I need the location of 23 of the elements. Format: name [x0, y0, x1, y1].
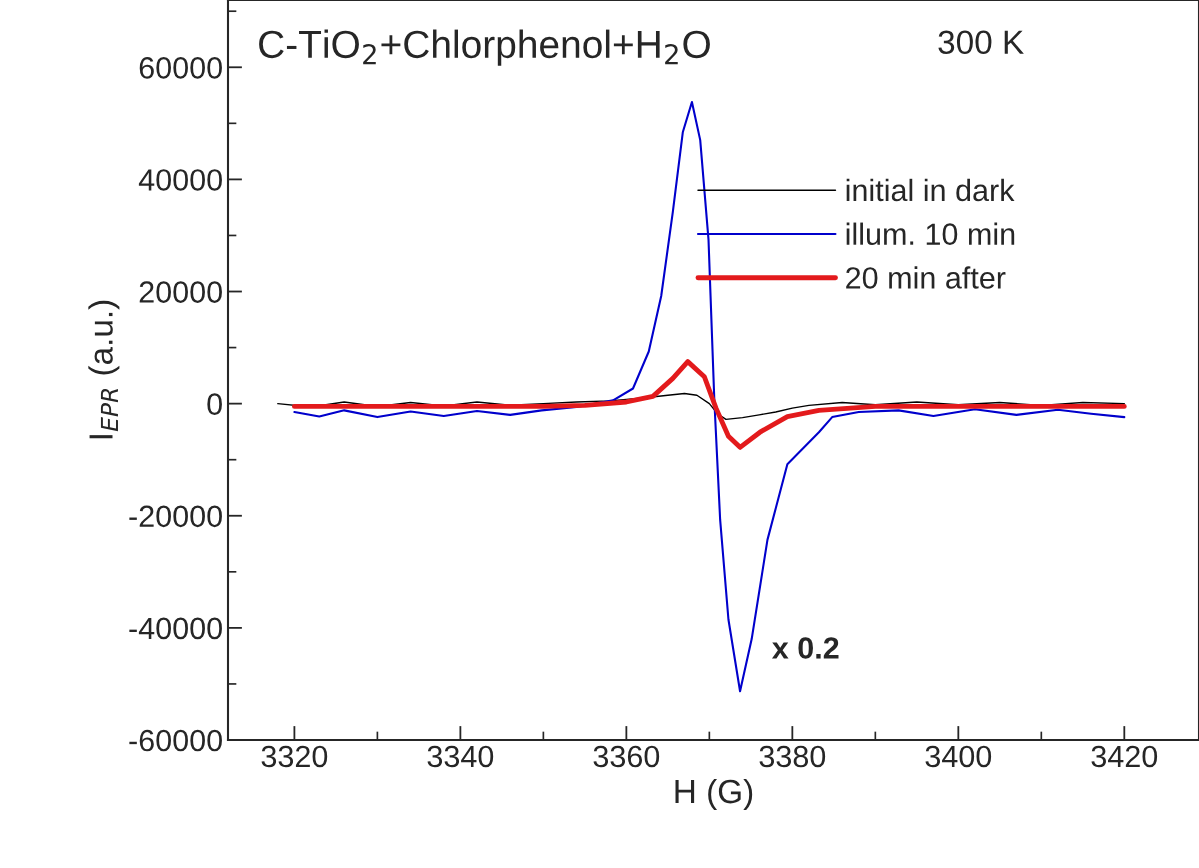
line-series: [291, 359, 1127, 450]
text: C-TiO$_{2}$+Chlorphenol+H$_{2}$O: [259, 29, 710, 66]
legend-label: illum. 10 min: [846, 222, 1015, 245]
x-tick-label: 3420: [1091, 745, 1158, 768]
x-tick-label: 3360: [593, 745, 660, 768]
x-tick-label: 3380: [759, 745, 826, 768]
legend-label: initial in dark: [846, 178, 1015, 202]
y-tick-label: -40000: [129, 617, 222, 640]
y-axis-title: I$_{EPR}$ (a.u.): [88, 300, 120, 439]
y-tick-label: 60000: [139, 57, 222, 79]
legend-label: 20 min after: [846, 266, 1006, 289]
annotation: x 0.2: [771, 637, 839, 659]
y-tick-label: 0: [207, 393, 222, 416]
y-tick-label: -20000: [129, 505, 222, 528]
y-tick-label: -60000: [129, 729, 222, 752]
x-axis-title: H (G): [675, 778, 753, 810]
line-series: [293, 100, 1126, 693]
y-tick-label: 20000: [139, 281, 222, 303]
y-tick-label: 40000: [138, 169, 222, 191]
x-tick-label: 3400: [925, 745, 992, 768]
x-tick-label: 3320: [261, 745, 328, 768]
x-tick-label: 3340: [427, 745, 494, 768]
annotation: 300 K: [938, 30, 1024, 55]
